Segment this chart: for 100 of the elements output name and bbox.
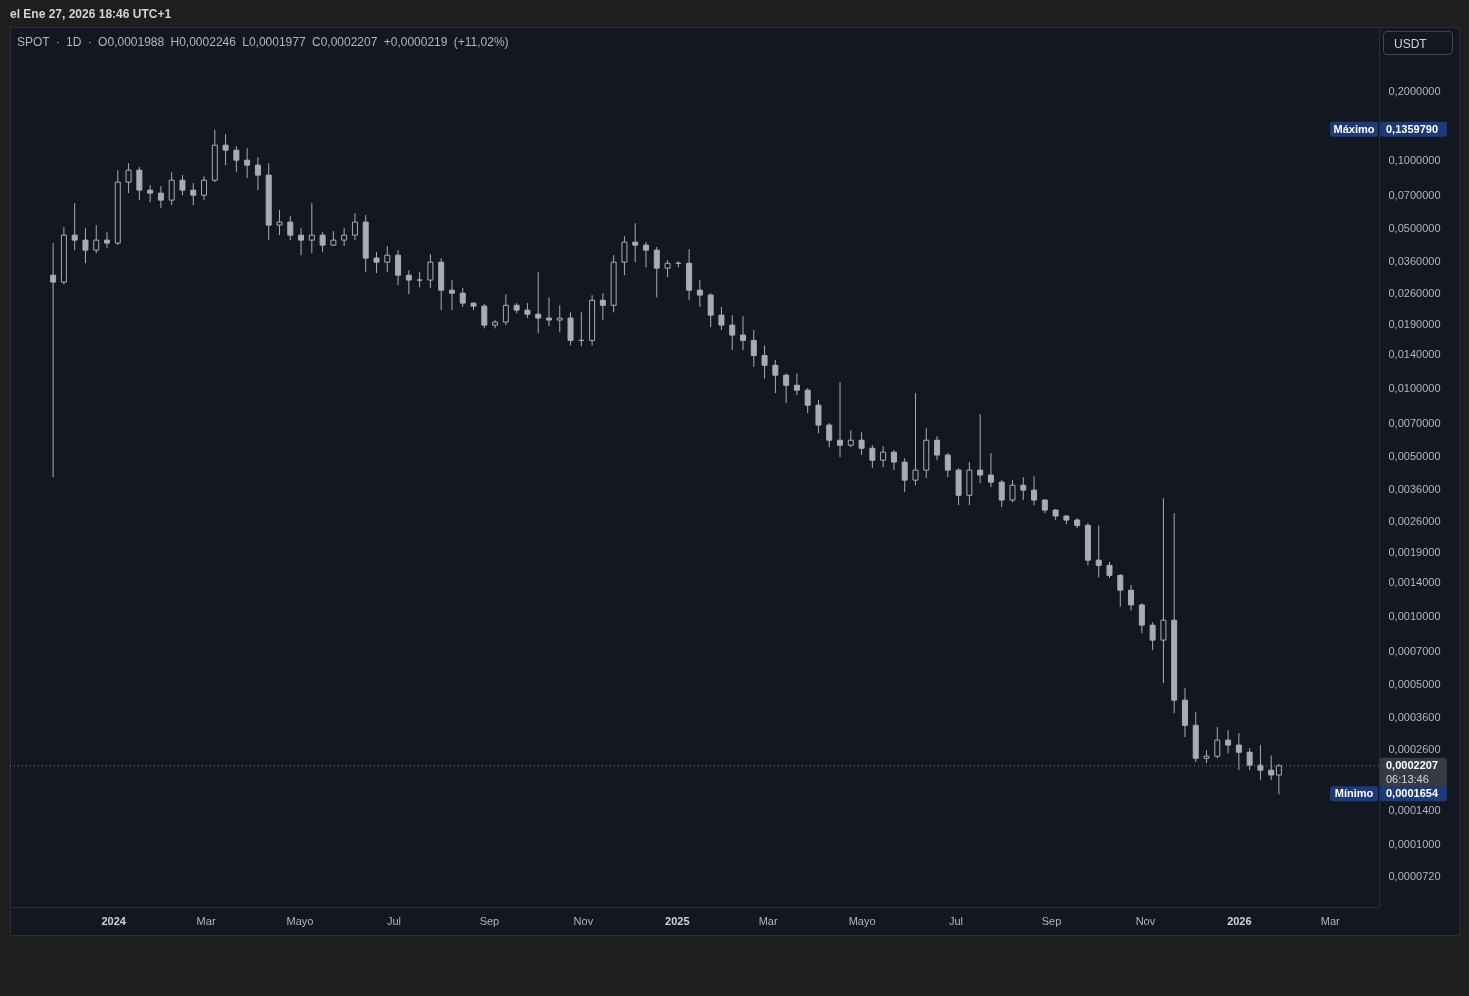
candlestick	[201, 175, 208, 201]
candlestick	[125, 162, 132, 194]
y-tick-label: 0,0010000	[1388, 609, 1441, 622]
candlestick	[761, 344, 768, 380]
candlestick	[308, 202, 315, 254]
candlestick	[157, 185, 164, 209]
text: el Ene 27, 2026 18:46 UTC+1	[10, 7, 172, 21]
candlestick	[373, 251, 380, 274]
y-tick-label: 0,0014000	[1388, 576, 1441, 589]
candlestick	[104, 231, 111, 249]
x-tick-label: Mayo	[286, 914, 314, 927]
candlestick	[535, 271, 542, 334]
candlestick	[244, 147, 251, 179]
y-tick-label: 0,0700000	[1388, 189, 1441, 201]
candlestick	[772, 359, 779, 394]
candlestick	[621, 235, 628, 276]
candlestick	[1225, 729, 1232, 754]
candlestick	[71, 202, 78, 251]
y-tick-label: 0,0360000	[1388, 254, 1441, 267]
y-tick-label: 0,0100000	[1388, 381, 1441, 394]
candlestick	[750, 329, 757, 368]
candlestick	[222, 133, 229, 166]
text: SPOT · 1D · O0,0001988 H0,0002246 L0,0001977 C0,0002207 +0,0000219 (+11,02%)	[17, 35, 509, 49]
y-tick-label: 0,0036000	[1388, 482, 1441, 495]
candlestick	[1160, 497, 1167, 684]
x-tick-label: Mar	[196, 914, 216, 927]
y-axis-title: USDT	[1383, 31, 1453, 55]
candlestick	[1009, 479, 1016, 503]
y-tick-label: 0,0003600	[1388, 710, 1441, 723]
y-tick-label: 0,0026000	[1388, 515, 1441, 528]
candlestick	[934, 435, 941, 461]
candlestick	[1275, 763, 1282, 795]
y-tick-label: 0,0007000	[1388, 644, 1441, 657]
candlestick	[567, 311, 574, 346]
candlestick	[50, 242, 57, 478]
y-tick-label: 0,0001000	[1388, 837, 1441, 850]
candlestick	[1257, 744, 1264, 781]
candlestick	[351, 212, 358, 241]
text: 0,0001654	[1386, 787, 1439, 800]
candlestick	[82, 227, 89, 264]
candlestick	[1117, 573, 1124, 608]
candlestick	[254, 156, 261, 191]
candlestick	[1214, 726, 1221, 759]
x-tick-label: Sep	[479, 914, 500, 927]
candlestick	[912, 392, 919, 486]
x-tick-label: Mar	[1320, 914, 1341, 927]
candlestick	[1235, 732, 1242, 771]
candlestick	[718, 306, 725, 331]
y-tick-label: 0,0019000	[1388, 546, 1441, 559]
y-tick-label: 0,0190000	[1388, 318, 1441, 331]
candlestick	[998, 479, 1005, 508]
candlestick	[653, 246, 660, 298]
candlestick	[190, 182, 197, 206]
x-tick-label: Mayo	[848, 914, 876, 927]
x-tick-label: Jul	[386, 914, 401, 927]
candlestick	[233, 145, 240, 173]
candlestick	[707, 292, 714, 328]
candlestick	[901, 457, 908, 493]
candlestick	[987, 452, 994, 488]
candlestick	[740, 315, 747, 351]
candlestick	[136, 166, 143, 201]
candlestick	[448, 279, 455, 311]
candlestick	[1149, 621, 1156, 651]
y-tick-label: 0,0500000	[1388, 222, 1441, 235]
candlestick	[1031, 475, 1038, 506]
y-tick-label: 0,0070000	[1388, 416, 1441, 429]
y-tick-label: 0,0002600	[1388, 743, 1441, 756]
y-tick-label: 0,0005000	[1388, 678, 1441, 691]
y-tick-label: 0,1000000	[1388, 153, 1441, 166]
candlestick	[556, 304, 563, 333]
x-tick-label: Mar	[758, 914, 778, 927]
candlestick	[545, 296, 552, 327]
candlestick	[977, 413, 984, 484]
candlestick	[168, 171, 175, 206]
y-tick-label: 0,0140000	[1388, 348, 1441, 361]
candlestick	[179, 174, 186, 196]
candlestick	[944, 452, 951, 478]
candlestick	[599, 292, 606, 321]
candlestick	[869, 444, 876, 469]
candlestick	[319, 231, 326, 253]
candlestick	[783, 372, 790, 404]
candlestick	[793, 372, 800, 396]
y-tick-label: 0,0050000	[1388, 450, 1441, 463]
candlestick	[696, 279, 703, 308]
annotation: Mínimo	[1334, 787, 1374, 800]
text: 0,1359790	[1386, 122, 1438, 135]
candlestick	[405, 269, 412, 295]
candlestick	[729, 314, 736, 351]
x-tick-label: Jul	[948, 914, 964, 927]
candlestick	[1246, 747, 1253, 771]
x-tick-label: 2025	[665, 914, 690, 927]
candlestick	[93, 224, 100, 254]
candlestick	[890, 449, 897, 471]
candlestick	[880, 445, 887, 468]
candlestick	[427, 253, 434, 289]
y-tick-label: 0,0000720	[1388, 870, 1441, 883]
y-tick-label: 0,2000000	[1388, 85, 1441, 98]
candlestick	[298, 227, 305, 256]
candlestick	[481, 303, 488, 329]
candlestick	[147, 184, 154, 203]
